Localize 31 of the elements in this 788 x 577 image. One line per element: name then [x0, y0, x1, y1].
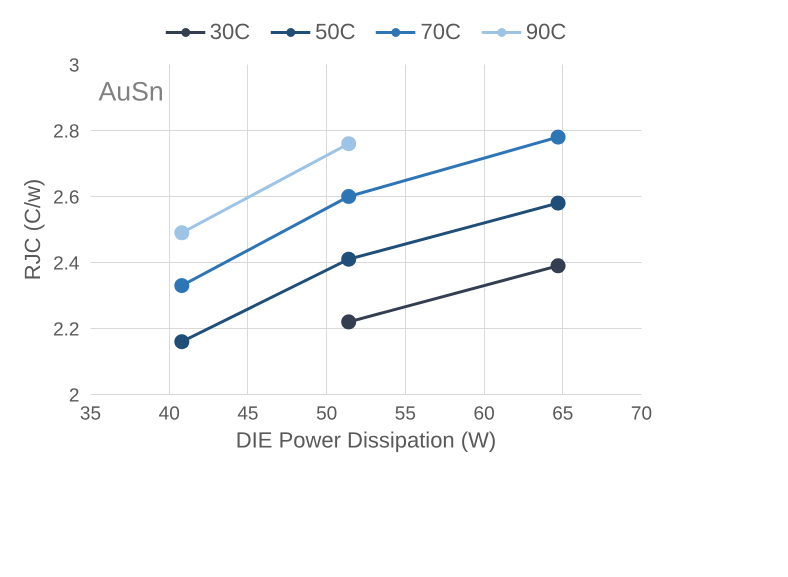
point [174, 225, 190, 240]
x-tick-label: 45 [237, 404, 258, 424]
y-tick-label: 2.6 [53, 188, 80, 208]
annotation: AuSn [98, 76, 164, 106]
x-tick-label: 35 [80, 404, 102, 424]
legend-label: 70C [420, 19, 461, 45]
y-tick-label: 2.8 [53, 122, 80, 142]
x-tick-label: 55 [394, 404, 416, 424]
legend-label: 50C [315, 19, 356, 45]
y-tick-label: 2.4 [53, 254, 80, 274]
x-tick-label: 65 [552, 404, 574, 424]
x-axis-title: DIE Power Dissipation (W) [236, 428, 496, 452]
x-tick-label: 40 [158, 404, 180, 424]
point [550, 196, 566, 211]
y-axis-title: RJC (C/w) [20, 178, 46, 280]
x-tick-label: 70 [630, 404, 652, 424]
point [341, 252, 356, 267]
point [174, 334, 190, 350]
x-tick-label: 60 [474, 404, 495, 424]
point [550, 130, 566, 145]
x-tick-label: 50 [316, 404, 338, 424]
point [550, 258, 566, 274]
legend-label: 30C [210, 19, 250, 45]
point [341, 136, 356, 152]
y-tick-label: 2.2 [53, 320, 80, 340]
point [174, 278, 190, 294]
y-tick-label: 3 [68, 56, 80, 76]
point [341, 314, 356, 330]
y-tick-label: 2 [68, 386, 80, 406]
point [341, 189, 356, 204]
legend-label: 90C [526, 19, 566, 45]
